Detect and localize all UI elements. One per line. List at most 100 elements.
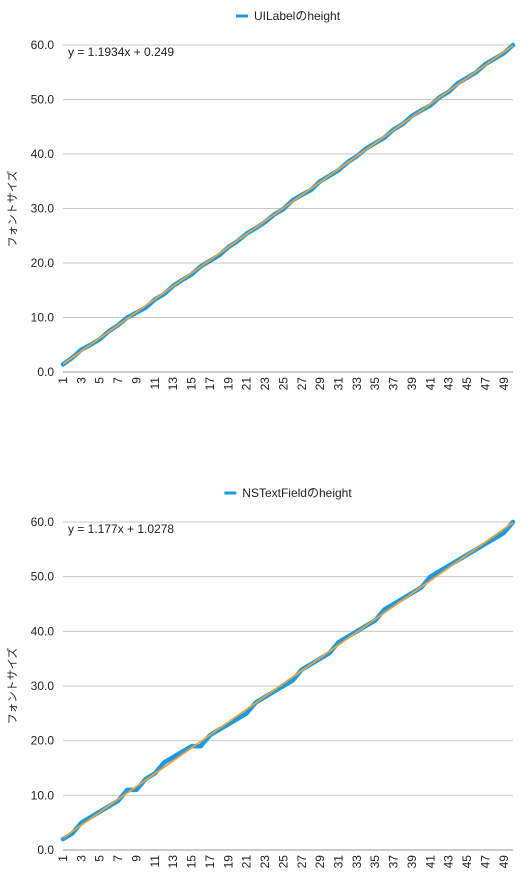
x-tick-label: 19	[221, 377, 235, 391]
x-tick-label: 1	[56, 855, 70, 862]
x-tick-label: 43	[442, 377, 456, 391]
y-tick-label: 0.0	[37, 843, 54, 857]
data-point	[126, 789, 128, 791]
trendline	[62, 521, 514, 839]
data-point	[71, 833, 73, 835]
data-point	[135, 789, 137, 791]
x-tick-label: 25	[276, 855, 290, 869]
x-tick-label: 17	[203, 377, 217, 391]
data-point	[494, 537, 496, 539]
x-tick-label: 1	[56, 377, 70, 384]
x-tick-label: 47	[478, 377, 492, 391]
x-tick-label: 33	[350, 855, 364, 869]
x-tick-label: 27	[295, 377, 309, 391]
y-tick-label: 60.0	[31, 38, 55, 52]
x-tick-label: 25	[276, 377, 290, 391]
data-point	[181, 751, 183, 753]
series-line	[60, 519, 516, 842]
chart-1: 0.010.020.030.040.050.060.01 3 5 7 9 11 13 15 17…	[5, 9, 516, 391]
x-tick-label: 45	[460, 377, 474, 391]
data-point	[503, 532, 505, 534]
data-point	[347, 636, 349, 638]
x-tick-label: 31	[332, 855, 346, 869]
data-point	[163, 762, 165, 764]
x-tick-label: 15	[185, 855, 199, 869]
data-point	[227, 723, 229, 725]
trendline-equation: y = 1.177x + 1.0278	[68, 522, 174, 536]
data-point	[429, 576, 431, 578]
x-tick-label: 17	[203, 855, 217, 869]
x-tick-label: 41	[423, 855, 437, 869]
data-point	[484, 543, 486, 545]
x-tick-label: 15	[185, 377, 199, 391]
legend: NSTextFieldのheight	[224, 486, 352, 500]
data-point	[80, 822, 82, 824]
data-point	[439, 570, 441, 572]
x-tick-label: 5	[93, 855, 107, 862]
x-tick-label: 35	[368, 377, 382, 391]
x-tick-label: 21	[240, 377, 254, 391]
data-point	[246, 712, 248, 714]
x-tick-label: 23	[258, 377, 272, 391]
x-tick-label: 39	[405, 855, 419, 869]
legend-label: NSTextFieldのheight	[242, 486, 352, 500]
trendline-equation: y = 1.1934x + 0.249	[68, 45, 174, 59]
y-tick-label: 40.0	[31, 624, 55, 638]
data-point	[448, 565, 450, 567]
y-axis-label: フォントサイズ	[5, 171, 19, 248]
chart-2: 0.010.020.030.040.050.060.01 3 5 7 9 11 13 15 17…	[5, 486, 516, 869]
x-tick-label: 13	[166, 855, 180, 869]
x-tick-label: 7	[111, 855, 125, 862]
x-tick-label: 35	[368, 855, 382, 869]
y-tick-label: 50.0	[31, 570, 55, 584]
data-point	[383, 608, 385, 610]
data-point	[236, 718, 238, 720]
x-tick-label: 19	[221, 855, 235, 869]
x-tick-label: 49	[497, 377, 511, 391]
x-tick-label: 49	[497, 855, 511, 869]
x-tick-label: 27	[295, 855, 309, 869]
y-tick-label: 30.0	[31, 202, 55, 216]
y-tick-label: 20.0	[31, 256, 55, 270]
trendline	[62, 44, 514, 365]
data-point	[512, 521, 514, 523]
x-tick-label: 9	[129, 377, 143, 384]
x-tick-label: 23	[258, 855, 272, 869]
y-tick-label: 10.0	[31, 788, 55, 802]
x-tick-label: 13	[166, 377, 180, 391]
x-tick-label: 29	[313, 377, 327, 391]
x-tick-label: 37	[387, 377, 401, 391]
data-point	[172, 756, 174, 758]
y-tick-label: 10.0	[31, 311, 55, 325]
data-point	[218, 254, 220, 256]
y-tick-label: 20.0	[31, 734, 55, 748]
y-tick-label: 50.0	[31, 93, 55, 107]
y-axis-label: フォントサイズ	[5, 648, 19, 725]
legend-label: UILabelのheight	[254, 9, 341, 23]
x-tick-label: 37	[387, 855, 401, 869]
x-tick-label: 41	[423, 377, 437, 391]
x-tick-label: 9	[129, 855, 143, 862]
data-point	[62, 838, 64, 840]
data-point	[338, 641, 340, 643]
x-tick-label: 39	[405, 377, 419, 391]
x-tick-label: 7	[111, 377, 125, 384]
y-tick-label: 0.0	[37, 365, 54, 379]
x-tick-label: 33	[350, 377, 364, 391]
x-tick-label: 43	[442, 855, 456, 869]
data-point	[191, 745, 193, 747]
x-tick-label: 47	[478, 855, 492, 869]
x-tick-label: 5	[93, 377, 107, 384]
data-point	[145, 307, 147, 309]
data-point	[200, 745, 202, 747]
x-tick-label: 45	[460, 855, 474, 869]
y-tick-label: 60.0	[31, 515, 55, 529]
data-point	[282, 685, 284, 687]
data-point	[328, 652, 330, 654]
x-tick-label: 31	[332, 377, 346, 391]
x-tick-label: 21	[240, 855, 254, 869]
x-tick-label: 11	[148, 855, 162, 868]
x-tick-label: 3	[74, 855, 88, 862]
